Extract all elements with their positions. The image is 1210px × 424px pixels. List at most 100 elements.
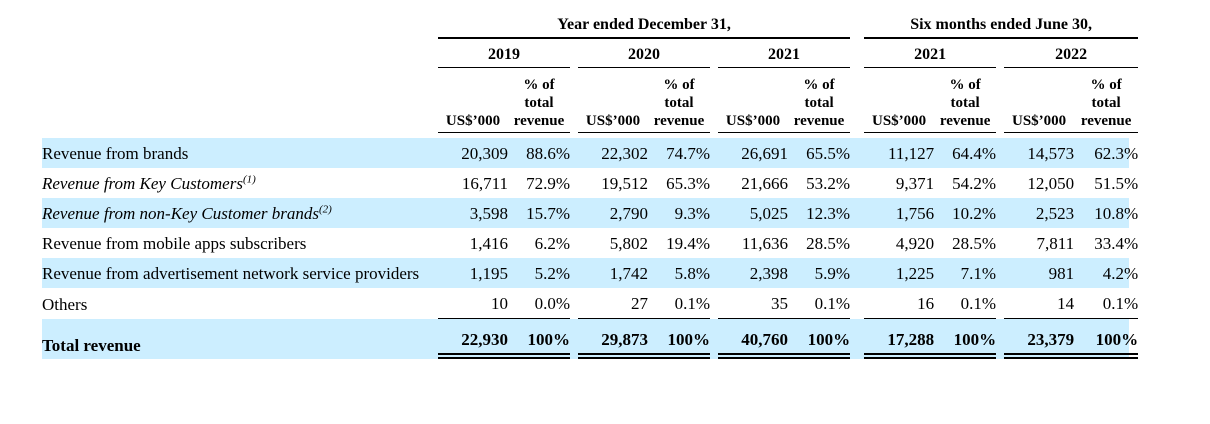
amount-cell: 10 [438, 288, 508, 319]
year-2019: 2019 [438, 39, 570, 68]
document-page: Year ended December 31, Six months ended… [42, 14, 1139, 359]
percent-cell: 100% [1074, 319, 1139, 359]
percent-cell: 15.7% [508, 198, 570, 228]
year-2022-interim: 2022 [1004, 39, 1139, 68]
amount-cell: 1,225 [864, 258, 935, 288]
percent-cell: 10.8% [1074, 198, 1139, 228]
header-years-row: 2019 2020 2021 2021 2022 [42, 39, 1139, 68]
amount-cell: 2,790 [578, 198, 648, 228]
amount-cell: 1,756 [864, 198, 935, 228]
percent-cell: 10.2% [934, 198, 997, 228]
group-gap [850, 14, 864, 39]
row-revenue-from-advertisement-network-service-providers: Revenue from advertisement network servi… [42, 258, 1139, 288]
column-gap [996, 319, 1005, 359]
column-gap [570, 168, 578, 198]
amount-cell: 5,025 [718, 198, 788, 228]
amount-cell: 35 [718, 288, 788, 319]
percent-cell: 33.4% [1094, 234, 1139, 253]
row-revenue-from-mobile-apps-subscribers: Revenue from mobile apps subscribers 1,4… [42, 228, 1138, 258]
percent-cell: 0.1% [1074, 288, 1139, 319]
amount-header: US$’000 [864, 68, 935, 133]
percent-cell: 4.2% [1074, 258, 1139, 288]
amount-cell: 26,691 [718, 138, 788, 168]
amount-cell: 17,288 [864, 319, 935, 359]
column-gap [710, 228, 718, 258]
column-gap [710, 168, 718, 198]
percent-header: % of total revenue [934, 68, 997, 133]
column-gap [850, 258, 865, 288]
column-gap [996, 258, 1005, 288]
column-gap [710, 138, 718, 168]
amount-cell: 981 [1004, 258, 1075, 288]
percent-header: % of total revenue [788, 68, 851, 133]
amount-cell: 4,920 [895, 234, 935, 253]
column-gap [996, 138, 1005, 168]
amount-cell: 2,398 [718, 258, 788, 288]
header-period-row: Year ended December 31, Six months ended… [42, 14, 1139, 39]
row-revenue-from-brands: Revenue from brands 20,309 88.6% 22,302 … [42, 138, 1139, 168]
amount-cell: 22,930 [438, 319, 508, 359]
amount-cell: 14,573 [1004, 138, 1075, 168]
footnote-marker: (2) [319, 203, 332, 216]
row-label: Total revenue [42, 319, 438, 359]
year-2021: 2021 [718, 39, 851, 68]
percent-cell: 5.9% [788, 258, 851, 288]
column-gap [996, 39, 1004, 68]
percent-cell: 100% [648, 319, 710, 359]
amount-header: US$’000 [718, 68, 788, 133]
percent-cell: 7.1% [934, 258, 997, 288]
amount-cell: 1,416 [469, 234, 508, 253]
column-gap [996, 288, 1004, 319]
amount-cell: 14 [1004, 288, 1075, 319]
percent-header: % of total revenue [508, 68, 570, 133]
percent-cell: 0.1% [788, 288, 851, 319]
amount-cell: 11,636 [741, 234, 788, 253]
amount-header: US$’000 [578, 68, 648, 133]
amount-cell: 3,598 [438, 198, 508, 228]
amount-cell: 7,811 [1036, 234, 1075, 253]
amount-cell: 22,302 [578, 138, 648, 168]
row-others: Others 10 0.0% 27 0.1% 35 0.1% 16 0.1% 1… [42, 288, 1139, 319]
column-gap [570, 258, 578, 288]
percent-cell: 62.3% [1074, 138, 1139, 168]
column-gap [850, 319, 865, 359]
column-gap [850, 138, 865, 168]
percent-cell: 28.5% [952, 234, 997, 253]
amount-cell: 29,873 [578, 319, 648, 359]
year-2021-interim: 2021 [864, 39, 997, 68]
percent-cell: 9.3% [648, 198, 710, 228]
percent-cell: 0.1% [648, 288, 710, 319]
row-label: Revenue from mobile apps subscribers [42, 234, 307, 253]
percent-cell: 65.3% [666, 174, 710, 193]
percent-cell: 72.9% [526, 174, 570, 193]
percent-cell: 64.4% [934, 138, 997, 168]
amount-cell: 2,523 [1004, 198, 1075, 228]
column-gap [850, 168, 864, 198]
percent-cell: 12.3% [788, 198, 851, 228]
amount-cell: 1,195 [438, 258, 508, 288]
header-empty-cell [42, 68, 438, 133]
column-gap [570, 39, 578, 68]
amount-cell: 16,711 [461, 174, 508, 193]
amount-cell: 1,742 [578, 258, 648, 288]
row-label: Others [42, 295, 88, 314]
year-2020: 2020 [578, 39, 710, 68]
percent-cell: 28.5% [806, 234, 851, 253]
column-gap [570, 228, 578, 258]
amount-cell: 19,512 [601, 174, 648, 193]
column-gap [996, 168, 1004, 198]
percent-cell: 19.4% [666, 234, 710, 253]
percent-header: % of total revenue [648, 68, 710, 133]
column-gap [850, 228, 864, 258]
header-empty-cell [42, 14, 438, 39]
column-gap [570, 138, 578, 168]
column-gap [710, 319, 718, 359]
percent-cell: 54.2% [952, 174, 997, 193]
percent-cell: 0.1% [934, 288, 997, 319]
column-gap [996, 198, 1005, 228]
row-label: Revenue from Key Customers(1) [42, 173, 256, 193]
amount-cell: 9,371 [895, 174, 935, 193]
column-gap [996, 228, 1004, 258]
row-total-revenue: Total revenue 22,930 100% 29,873 100% 40… [42, 319, 1139, 359]
row-label: Revenue from advertisement network servi… [42, 258, 438, 288]
